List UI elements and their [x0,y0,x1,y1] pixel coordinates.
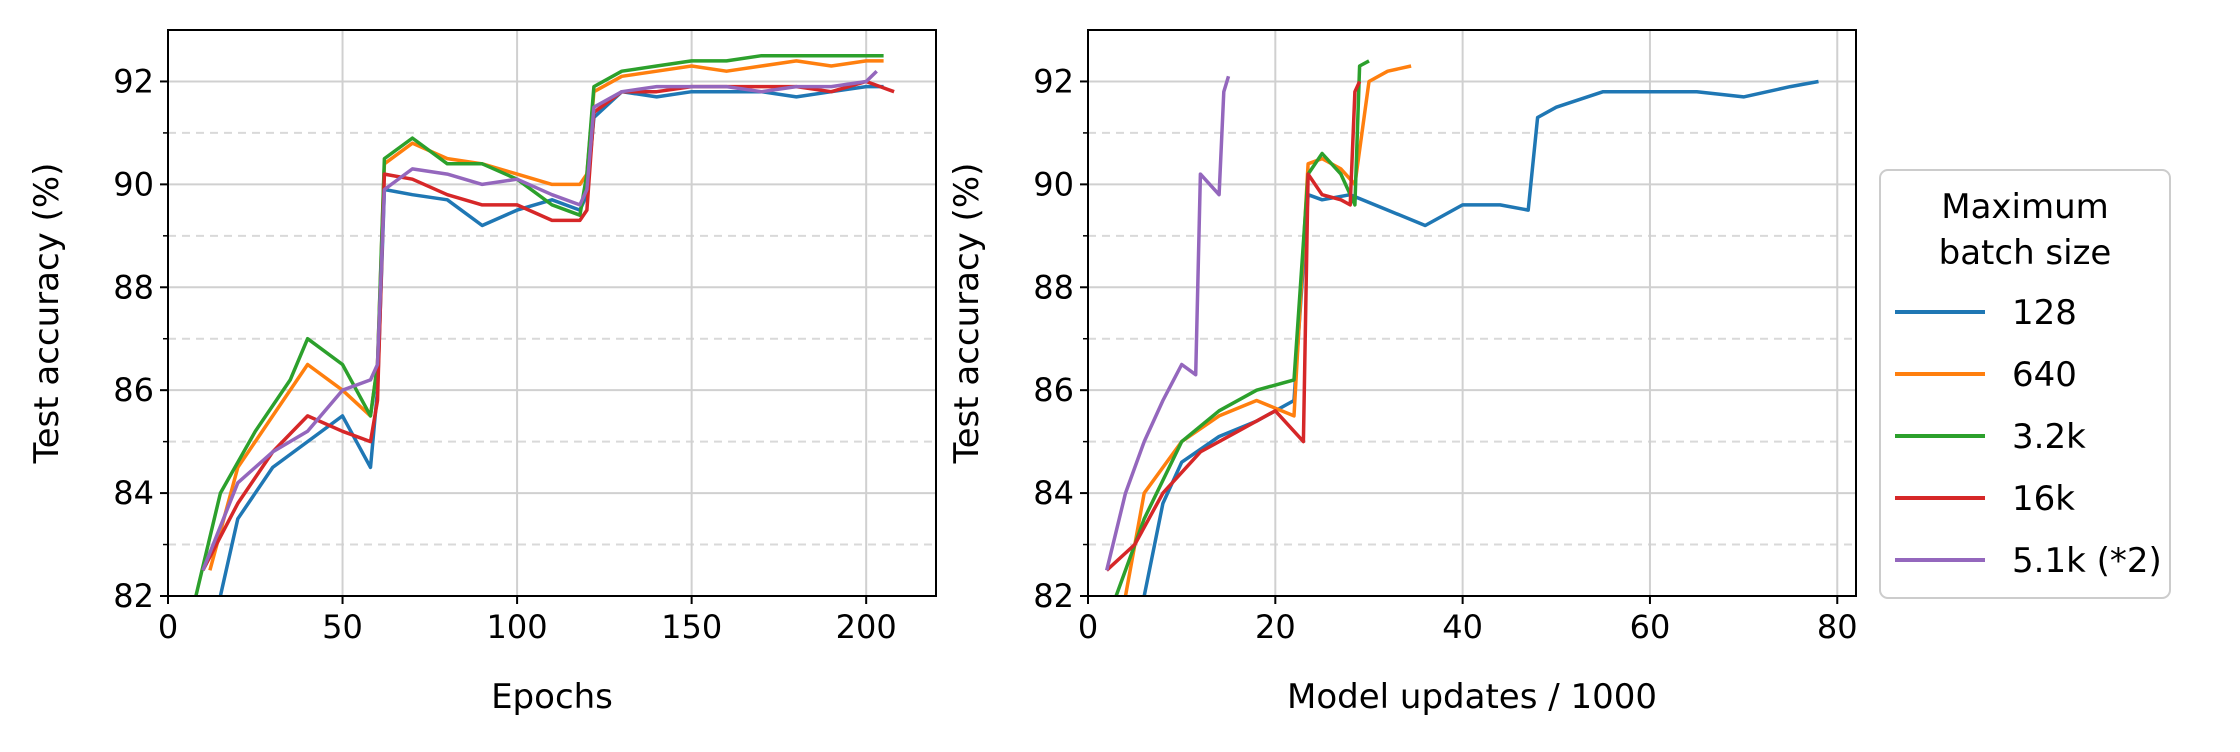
axes-frame [167,29,937,597]
series-lines [194,53,895,596]
x-tick-label: 0 [1078,608,1098,646]
x-tick-label: 50 [322,608,363,646]
y-tick-label: 88 [1033,268,1074,306]
legend-label: 640 [2012,355,2077,395]
chart-epochs: 0 50 100 150 200 82 84 86 88 90 92 Epochs Test accur… [27,29,937,717]
series-line-5-1k-2- [201,69,878,571]
legend-label: 5.1k (*2) [2012,541,2162,581]
y-tick-label: 88 [113,268,154,306]
y-tick-label: 90 [1033,165,1074,203]
x-tick-label: 80 [1817,608,1858,646]
y-tick-label: 90 [113,165,154,203]
series-line-640 [1123,64,1412,596]
x-axis-label: Model updates / 1000 [1287,677,1657,717]
x-tick-label: 100 [487,608,548,646]
legend-label: 16k [2012,479,2075,519]
legend: Maximum batch size 128 640 3.2k 16k 5.1k (*2… [1879,169,2171,599]
y-axis-label: Test accuracy (%) [27,163,67,465]
series-line-5-1k-2- [1104,75,1231,571]
y-tick-label: 86 [113,371,154,409]
x-axis-label: Epochs [491,677,613,717]
series-line-128 [1142,79,1819,596]
series-line-3-2k [1114,59,1370,596]
y-tick-label: 84 [113,474,154,512]
x-tick-label: 60 [1630,608,1671,646]
y-tick-label: 86 [1033,371,1074,409]
series-line-16k [201,79,895,572]
x-tick-label: 40 [1442,608,1483,646]
series-lines [1104,59,1819,596]
y-tick-label: 82 [1033,577,1074,615]
y-tick-label: 92 [1033,62,1074,100]
legend-label: 3.2k [2012,417,2086,457]
x-tick-label: 0 [158,608,178,646]
x-tick-label: 200 [836,608,897,646]
x-tick-label: 150 [661,608,722,646]
y-tick-label: 92 [113,62,154,100]
series-line-128 [218,84,884,596]
legend-entries: 128 640 3.2k 16k 5.1k (*2) [1895,293,2162,581]
chart-model-updates: 0 20 40 60 80 82 84 86 88 90 92 Model updates / 100… [947,29,1858,717]
y-axis-label: Test accuracy (%) [947,163,987,465]
legend-frame [1879,169,2171,599]
axes-frame [1087,29,1857,597]
legend-title-line2: batch size [1939,233,2112,273]
legend-title-line1: Maximum [1941,187,2109,227]
legend-label: 128 [2012,293,2077,333]
series-line-3-2k [194,53,884,596]
y-tick-label: 82 [113,577,154,615]
x-tick-label: 20 [1255,608,1296,646]
y-tick-label: 84 [1033,474,1074,512]
series-line-16k [1105,80,1362,572]
